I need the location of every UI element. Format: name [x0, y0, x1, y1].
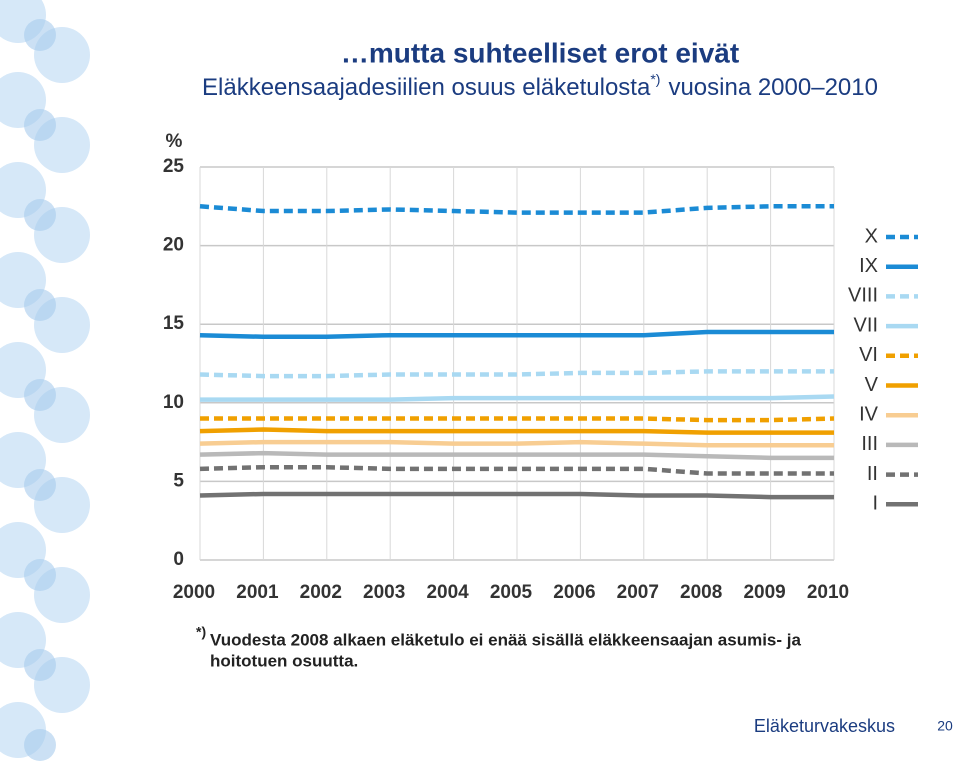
- series-line: [199, 427, 834, 435]
- legend-label: X: [865, 225, 878, 247]
- page-number: 20: [937, 718, 953, 734]
- legend-label: VI: [859, 344, 878, 366]
- subtitle-text: Eläkkeensaajadesiilien osuus eläketulost…: [202, 74, 651, 101]
- legend-label: VIII: [848, 285, 878, 307]
- decoration-dark: [24, 19, 56, 761]
- organization: Eläketurvakeskus: [754, 716, 895, 736]
- subtitle-end: vuosina 2000–2010: [668, 74, 878, 101]
- x-tick-label: 2003: [363, 582, 405, 603]
- footnote-mark: *): [196, 624, 206, 640]
- title: …mutta suhteelliset erot eivät: [341, 37, 739, 68]
- x-tick-label: 2007: [617, 582, 659, 603]
- x-tick-label: 2001: [236, 582, 279, 603]
- x-tick-label: 2006: [553, 582, 595, 603]
- x-tick-label: 2005: [490, 582, 533, 603]
- legend-label: VII: [854, 314, 878, 336]
- x-tick-label: 2008: [680, 582, 722, 603]
- series-line: [199, 369, 834, 379]
- legend-label: III: [861, 433, 878, 455]
- series-line: [199, 439, 834, 448]
- x-tick-label: 2002: [300, 582, 342, 603]
- footnote-line: Vuodesta 2008 alkaen eläketulo ei enää s…: [210, 630, 801, 649]
- y-tick-label: 5: [173, 470, 184, 491]
- legend-label: V: [865, 374, 879, 396]
- series-line: [199, 329, 834, 340]
- y-tick-label: 25: [163, 156, 185, 177]
- series-line: [199, 450, 834, 461]
- subtitle-mark: *): [650, 71, 660, 87]
- series-line: [200, 394, 835, 402]
- footnote-line: hoitotuen osuutta.: [210, 651, 358, 670]
- legend-label: IX: [859, 255, 878, 277]
- x-tick-label: 2009: [743, 582, 785, 603]
- x-tick-label: 2000: [173, 582, 215, 603]
- x-tick-label: 2010: [807, 582, 849, 603]
- y-tick-label: 0: [173, 549, 184, 570]
- series-line: [199, 204, 834, 215]
- subtitle: Eläkkeensaajadesiilien osuus eläketulost…: [202, 71, 878, 102]
- y-axis-label: %: [166, 131, 183, 152]
- y-tick-label: 15: [163, 313, 185, 334]
- y-tick-label: 20: [163, 235, 184, 256]
- legend-label: I: [872, 493, 878, 515]
- series-line: [199, 465, 834, 476]
- y-tick-label: 10: [163, 392, 184, 413]
- decoration: [0, 0, 90, 758]
- series-line: [199, 491, 834, 500]
- series-line: [200, 416, 835, 423]
- legend-label: IV: [859, 403, 879, 425]
- legend-label: II: [867, 463, 878, 485]
- x-tick-label: 2004: [426, 582, 469, 603]
